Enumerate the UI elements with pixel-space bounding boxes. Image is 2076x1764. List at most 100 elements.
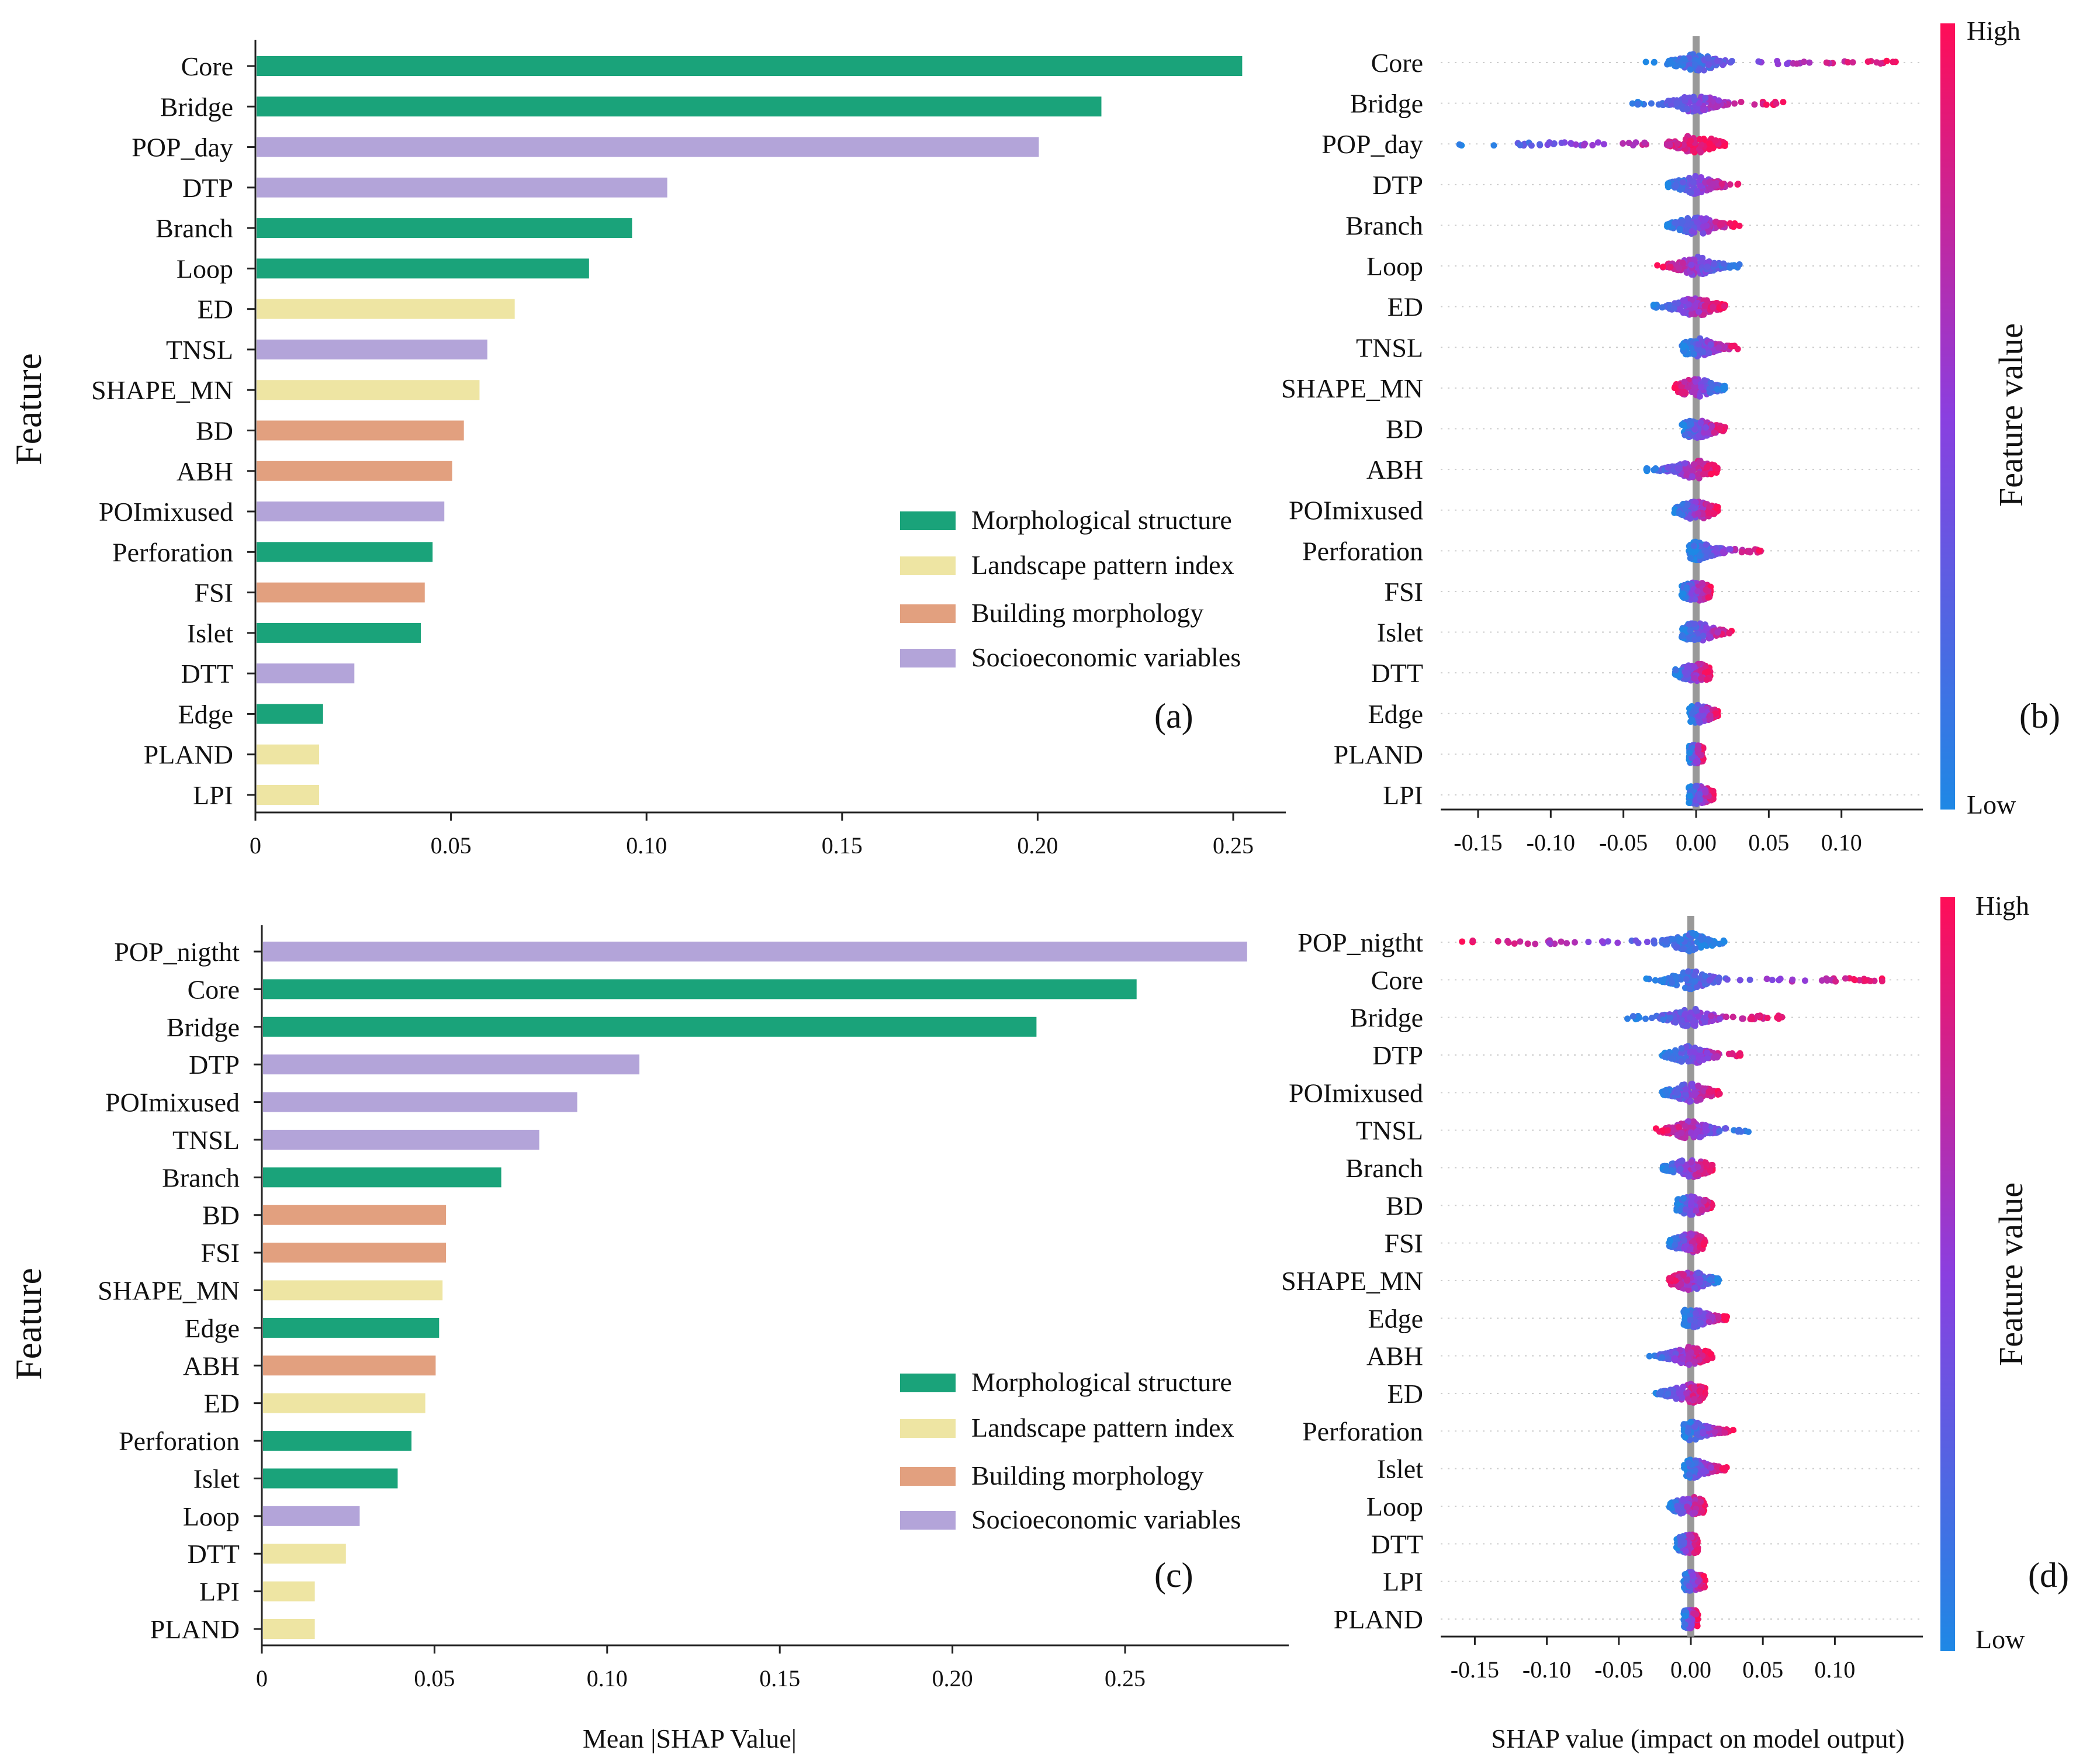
- bar-pop-day: [257, 137, 1039, 157]
- shap-point: [1572, 141, 1579, 148]
- shap-point: [1717, 425, 1724, 432]
- y-tick-label-poimixused: POImixused: [1289, 1078, 1423, 1108]
- shap-point: [1659, 1354, 1666, 1361]
- shap-point: [1672, 219, 1679, 226]
- shap-point: [1718, 220, 1725, 227]
- shap-point: [1667, 264, 1674, 271]
- shap-point: [1642, 58, 1649, 65]
- shap-point: [1687, 189, 1694, 196]
- y-tick-label-shape-mn: SHAPE_MN: [91, 375, 233, 405]
- shap-point: [1701, 302, 1708, 309]
- shap-point: [1842, 975, 1849, 982]
- x-tick-label: 0.00: [1670, 1656, 1711, 1683]
- x-tick-label: 0.10: [626, 832, 667, 859]
- shap-point: [1793, 60, 1800, 67]
- shap-point: [1580, 141, 1587, 148]
- shap-point: [1683, 976, 1690, 983]
- shap-point: [1849, 59, 1856, 66]
- shap-point: [1695, 1013, 1702, 1020]
- shap-point: [1695, 471, 1702, 478]
- x-tick-label: 0.05: [1742, 1656, 1783, 1683]
- shap-point: [1571, 939, 1578, 946]
- legend-label-morphological: Morphological structure: [971, 505, 1232, 535]
- y-tick-label-ed: ED: [1388, 292, 1423, 322]
- legend-swatch-landscape: [900, 556, 956, 575]
- shap-point: [1666, 141, 1673, 148]
- shap-point: [1670, 305, 1677, 312]
- shap-point: [1763, 101, 1770, 108]
- shap-point: [1664, 1127, 1671, 1134]
- shap-point: [1644, 939, 1651, 946]
- shap-point: [1698, 258, 1705, 265]
- shap-point: [1517, 141, 1524, 148]
- y-tick-label-shape-mn: SHAPE_MN: [1281, 1266, 1423, 1296]
- shap-point: [1691, 1358, 1698, 1365]
- shap-point: [1686, 947, 1693, 954]
- shap-point: [1751, 101, 1758, 108]
- shap-point: [1691, 978, 1698, 985]
- y-tick-label-islet: Islet: [1377, 1454, 1423, 1484]
- y-tick-label-core: Core: [188, 974, 240, 1004]
- shap-point: [1696, 719, 1703, 726]
- shap-point: [1746, 976, 1753, 983]
- bar-bd: [257, 420, 464, 441]
- shap-point: [1691, 1423, 1698, 1430]
- shap-point: [1659, 304, 1666, 311]
- shap-point: [1686, 985, 1693, 992]
- shap-point: [1459, 938, 1466, 945]
- y-tick-label-core: Core: [181, 51, 233, 81]
- shap-point: [1634, 101, 1641, 108]
- shap-point: [1776, 977, 1783, 984]
- bar-pland: [263, 1619, 315, 1639]
- shap-point: [1716, 1090, 1723, 1097]
- bar-poimixused: [263, 1092, 577, 1112]
- shap-point: [1832, 978, 1839, 985]
- y-tick-label-ed: ED: [204, 1389, 240, 1419]
- legend-label-socioeconomic: Socioeconomic variables: [971, 642, 1241, 672]
- shap-point: [1674, 1085, 1681, 1092]
- colorbar-title: Feature value: [1992, 1182, 2030, 1366]
- shap-point: [1687, 421, 1694, 428]
- shap-point: [1680, 141, 1687, 148]
- shap-point: [1697, 1133, 1704, 1140]
- shap-point: [1704, 263, 1711, 270]
- shap-point: [1686, 799, 1693, 806]
- shap-point: [1672, 1355, 1679, 1362]
- shap-point: [1690, 147, 1697, 154]
- shap-point: [1632, 937, 1639, 944]
- shap-point: [1734, 345, 1741, 352]
- bar-ed: [257, 299, 515, 319]
- shap-point: [1650, 302, 1657, 309]
- shap-point: [1710, 303, 1717, 310]
- shap-point: [1681, 1237, 1688, 1244]
- shap-point: [1680, 421, 1687, 428]
- shap-point: [1883, 57, 1890, 64]
- shap-point: [1695, 341, 1702, 348]
- shap-point: [1684, 1022, 1691, 1029]
- y-tick-label-pland: PLAND: [1334, 739, 1423, 769]
- y-tick-label-edge: Edge: [184, 1313, 240, 1343]
- shap-point: [1705, 429, 1712, 436]
- shap-point: [1711, 429, 1718, 436]
- shap-point: [1746, 548, 1753, 555]
- shap-point: [1698, 943, 1705, 950]
- shap-point: [1660, 976, 1667, 983]
- shap-point: [1646, 1353, 1653, 1360]
- shap-point: [1694, 1128, 1701, 1135]
- shap-point: [1705, 61, 1712, 68]
- shap-point: [1703, 586, 1710, 593]
- legend-label-morphological: Morphological structure: [971, 1367, 1232, 1397]
- shap-point: [1721, 938, 1728, 945]
- y-tick-label-abh: ABH: [1366, 455, 1423, 485]
- shap-point: [1704, 625, 1711, 632]
- shap-point: [1686, 174, 1693, 181]
- y-tick-label-edge: Edge: [178, 699, 233, 729]
- shap-point: [1511, 940, 1518, 947]
- shap-point: [1878, 978, 1885, 985]
- shap-point: [1823, 59, 1830, 66]
- x-tick-label: 0.10: [1821, 829, 1862, 856]
- shap-point: [1671, 385, 1678, 392]
- y-tick-label-branch: Branch: [162, 1163, 240, 1192]
- shap-point: [1651, 58, 1658, 65]
- y-tick-label-abh: ABH: [177, 456, 233, 486]
